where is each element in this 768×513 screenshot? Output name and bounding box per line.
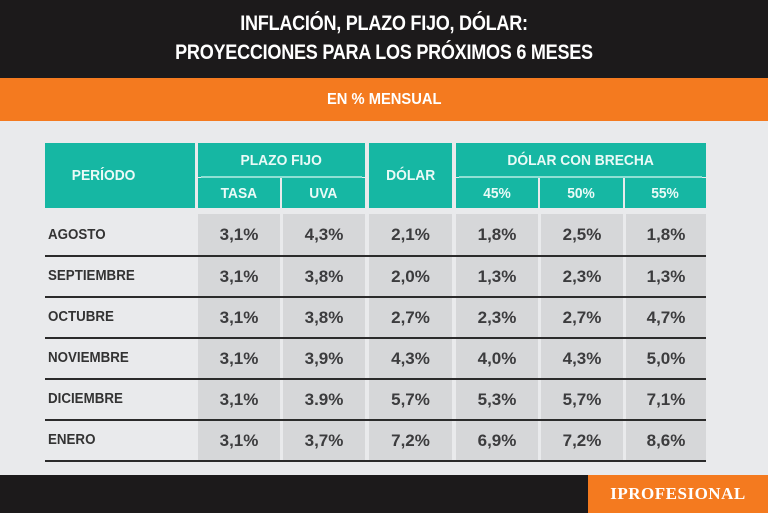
- row-period: AGOSTO: [48, 226, 106, 243]
- footer-bar: IPROFESIONAL: [0, 475, 768, 513]
- cell-b55: 8,6%: [626, 421, 706, 460]
- title-line-1: INFLACIÓN, PLAZO FIJO, DÓLAR:: [240, 12, 528, 35]
- cell-b50: 2,5%: [541, 214, 623, 255]
- cell-b45: 2,3%: [456, 298, 538, 337]
- row-separator: [45, 419, 706, 421]
- cell-dolar: 2,1%: [369, 214, 452, 255]
- cell-b55: 7,1%: [626, 380, 706, 419]
- cell-uva: 3,7%: [283, 421, 365, 460]
- header-55: 55%: [625, 178, 706, 208]
- cell-b55: 1,8%: [626, 214, 706, 255]
- cell-tasa: 3,1%: [198, 298, 280, 337]
- cell-b45: 4,0%: [456, 339, 538, 378]
- cell-tasa: 3,1%: [198, 421, 280, 460]
- cell-b45: 6,9%: [456, 421, 538, 460]
- row-separator: [45, 337, 706, 339]
- header-uva: UVA: [282, 178, 365, 208]
- row-separator: [45, 296, 706, 298]
- cell-uva: 4,3%: [283, 214, 365, 255]
- subtitle-banner: EN % MENSUAL: [0, 78, 768, 121]
- cell-b50: 2,3%: [541, 257, 623, 296]
- header-plazo-fijo-group: PLAZO FIJO: [198, 143, 365, 177]
- cell-tasa: 3,1%: [198, 257, 280, 296]
- header-tasa: TASA: [198, 178, 280, 208]
- row-period: ENERO: [48, 432, 96, 448]
- title-line-2: PROYECCIONES PARA LOS PRÓXIMOS 6 MESES: [175, 41, 593, 64]
- title-banner: INFLACIÓN, PLAZO FIJO, DÓLAR: PROYECCION…: [0, 0, 768, 78]
- cell-dolar: 5,7%: [369, 380, 452, 419]
- cell-uva: 3,9%: [283, 339, 365, 378]
- brand-logo: IPROFESIONAL: [588, 475, 768, 513]
- cell-b50: 7,2%: [541, 421, 623, 460]
- header-45: 45%: [456, 178, 538, 208]
- cell-dolar: 7,2%: [369, 421, 452, 460]
- divider: [201, 176, 362, 178]
- cell-b45: 1,8%: [456, 214, 538, 255]
- row-period: OCTUBRE: [48, 309, 114, 325]
- cell-b50: 4,3%: [541, 339, 623, 378]
- cell-dolar: 2,7%: [369, 298, 452, 337]
- cell-dolar: 2,0%: [369, 257, 452, 296]
- row-separator: [45, 378, 706, 380]
- header-dolar: DÓLAR: [369, 143, 452, 208]
- cell-dolar: 4,3%: [369, 339, 452, 378]
- row-period: NOVIEMBRE: [48, 350, 129, 366]
- cell-b50: 2,7%: [541, 298, 623, 337]
- cell-b55: 5,0%: [626, 339, 706, 378]
- cell-uva: 3.9%: [283, 380, 365, 419]
- cell-b55: 1,3%: [626, 257, 706, 296]
- cell-b45: 1,3%: [456, 257, 538, 296]
- cell-uva: 3,8%: [283, 298, 365, 337]
- row-period: SEPTIEMBRE: [48, 268, 135, 284]
- row-period: DICIEMBRE: [48, 391, 123, 407]
- cell-tasa: 3,1%: [198, 339, 280, 378]
- divider: [459, 176, 702, 178]
- cell-tasa: 3,1%: [198, 380, 280, 419]
- subtitle: EN % MENSUAL: [326, 91, 442, 108]
- header-brecha-group: DÓLAR CON BRECHA: [456, 143, 706, 177]
- cell-tasa: 3,1%: [198, 214, 280, 255]
- header-period: PERÍODO: [45, 143, 195, 208]
- cell-b45: 5,3%: [456, 380, 538, 419]
- cell-b50: 5,7%: [541, 380, 623, 419]
- row-separator: [45, 255, 706, 257]
- cell-b55: 4,7%: [626, 298, 706, 337]
- cell-uva: 3,8%: [283, 257, 365, 296]
- row-separator: [45, 460, 706, 462]
- header-50: 50%: [540, 178, 623, 208]
